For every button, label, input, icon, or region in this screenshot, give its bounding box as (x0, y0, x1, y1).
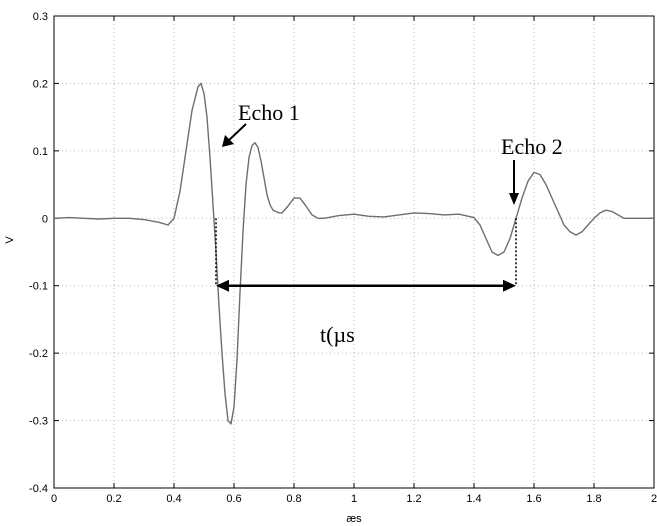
interval-arrowhead-right (503, 279, 516, 292)
echo1-pointer-arrowhead (222, 135, 234, 147)
x-tick-label: 0.4 (166, 493, 181, 505)
y-tick-label: 0.2 (33, 78, 48, 90)
y-tick-label: -0.3 (29, 416, 48, 428)
echo1-label: Echo 1 (238, 100, 300, 125)
x-tick-label: 1.6 (526, 493, 541, 505)
y-tick-label: 0 (42, 213, 48, 225)
grid (54, 16, 654, 488)
echo2-label: Echo 2 (501, 134, 563, 159)
axis-ticks: 0 0.2 0.4 0.6 0.8 1 1.2 1.4 1.6 1.8 20.30.20.10-0.… (29, 11, 657, 505)
y-tick-label: 0.1 (33, 146, 48, 158)
y-tick-label: -0.4 (29, 483, 48, 495)
x-tick-label: 0.6 (226, 493, 241, 505)
interval-label: t(µs (320, 322, 355, 347)
interval-arrowhead-left (216, 279, 229, 292)
x-tick-label: 2 (651, 493, 657, 505)
x-tick-label: 0 (51, 493, 57, 505)
y-axis-label: V (4, 236, 16, 244)
series (53, 82, 654, 425)
y-tick-label: -0.1 (29, 281, 48, 293)
x-axis-label: æs (346, 513, 362, 525)
x-tick-label: 1.4 (466, 493, 481, 505)
x-tick-label: 1.2 (406, 493, 421, 505)
echo2-pointer-arrowhead (509, 193, 519, 205)
echo1-pointer-arrow (226, 123, 247, 143)
x-tick-label: 1.8 (586, 493, 601, 505)
x-tick-label: 0.8 (286, 493, 301, 505)
x-tick-label: 0.2 (106, 493, 121, 505)
signal-line (53, 82, 654, 425)
x-tick-label: 1 (351, 493, 357, 505)
y-tick-label: 0.3 (33, 11, 48, 23)
y-tick-label: -0.2 (29, 348, 48, 360)
annotations: Echo 1 Echo 2 t(µs (215, 100, 563, 347)
